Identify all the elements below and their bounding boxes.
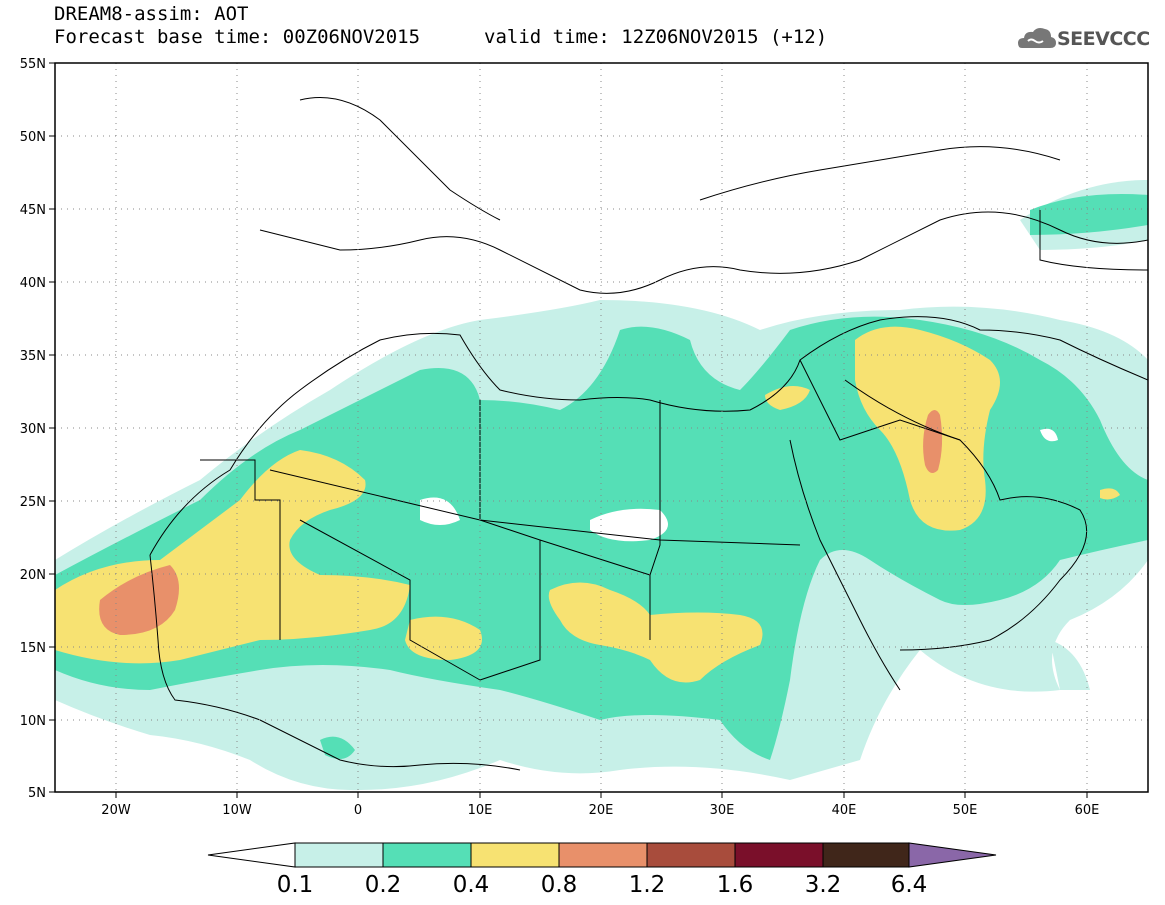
colorbar-swatch xyxy=(822,842,910,868)
lat-label: 40N xyxy=(20,276,46,291)
colorbar-swatch xyxy=(558,842,648,868)
lat-label: 50N xyxy=(20,130,46,145)
aot-field xyxy=(55,63,1148,792)
colorbar xyxy=(207,842,997,868)
lat-label: 25N xyxy=(20,495,46,510)
aot-clear-areas xyxy=(420,428,1058,542)
cloud-icon xyxy=(1018,28,1056,48)
colorbar-tick: 1.6 xyxy=(717,872,754,898)
lon-label: 50E xyxy=(953,803,978,818)
aot-level-0.2 xyxy=(55,194,1148,760)
colorbar-swatch xyxy=(382,842,472,868)
colorbar-tick: 0.2 xyxy=(365,872,402,898)
colorbar-tick: 1.2 xyxy=(629,872,666,898)
colorbar-ticks: 0.1 0.2 0.4 0.8 1.2 1.6 3.2 6.4 xyxy=(277,872,928,898)
lon-label: 20W xyxy=(101,803,131,818)
lon-label: 20E xyxy=(589,803,614,818)
lon-label: 0 xyxy=(354,803,362,818)
lat-label: 45N xyxy=(20,203,46,218)
lon-label: 10W xyxy=(222,803,252,818)
logo-text: SEEVCCC xyxy=(1057,28,1150,50)
lat-label: 30N xyxy=(20,422,46,437)
lat-label: 10N xyxy=(20,714,46,729)
lon-labels: 20W 10W 0 10E 20E 30E 40E 50E 60E xyxy=(101,803,1099,818)
lon-label: 60E xyxy=(1075,803,1100,818)
map-title: DREAM8-assim: AOT xyxy=(54,3,249,25)
lat-label: 35N xyxy=(20,349,46,364)
colorbar-tick: 3.2 xyxy=(805,872,842,898)
lat-label: 5N xyxy=(28,786,46,801)
lon-label: 40E xyxy=(832,803,857,818)
axis-ticks xyxy=(49,62,1088,798)
coastlines xyxy=(149,97,1148,771)
forecast-base-time: Forecast base time: 00Z06NOV2015 xyxy=(54,26,421,48)
aot-level-0.8 xyxy=(99,410,943,635)
lon-label: 10E xyxy=(468,803,493,818)
colorbar-arrow-right xyxy=(908,842,997,868)
colorbar-swatch xyxy=(646,842,736,868)
colorbar-arrow-left xyxy=(207,842,296,868)
colorbar-swatch xyxy=(294,842,384,868)
colorbar-tick: 0.1 xyxy=(277,872,314,898)
lat-label: 55N xyxy=(20,57,46,72)
gridlines xyxy=(55,63,1148,792)
colorbar-swatch xyxy=(734,842,824,868)
lat-label: 20N xyxy=(20,568,46,583)
lat-labels: 55N 50N 45N 40N 35N 30N 25N 20N 15N 10N … xyxy=(20,57,46,801)
colorbar-tick: 0.8 xyxy=(541,872,578,898)
colorbar-swatch xyxy=(470,842,560,868)
colorbar-tick: 0.4 xyxy=(453,872,490,898)
valid-time: valid time: 12Z06NOV2015 (+12) xyxy=(484,26,828,48)
lat-label: 15N xyxy=(20,641,46,656)
colorbar-tick: 6.4 xyxy=(891,872,928,898)
lon-label: 30E xyxy=(710,803,735,818)
